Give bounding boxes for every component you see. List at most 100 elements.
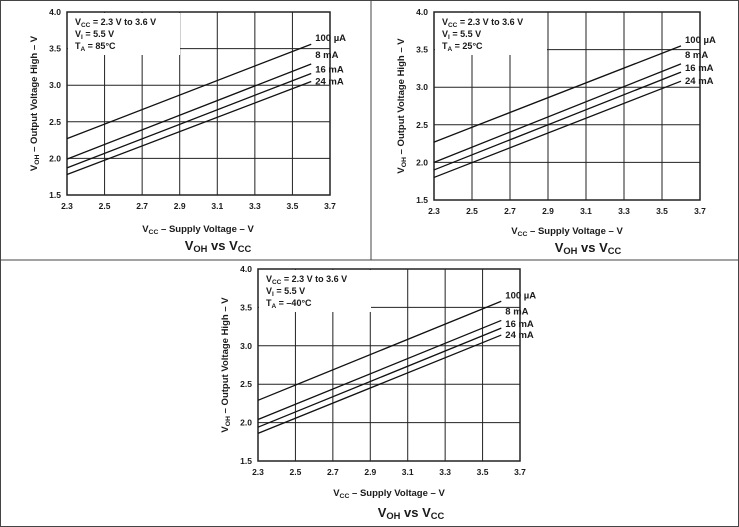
condition-label: TA = 85°C	[75, 41, 116, 53]
x-tick-label: 3.5	[287, 201, 299, 211]
x-axis-label-part: – Supply Voltage – V	[527, 226, 623, 237]
series-line	[433, 80, 682, 179]
x-tick-label: 2.3	[61, 201, 73, 211]
condition-label-part: V	[442, 29, 448, 39]
chart-1: 2.3 2.5 2.7 2.9 3.1 3.3 3.5 3.7 1.5 2.0 2.5 3.0 3.5 4…	[29, 7, 346, 254]
chart-title-part: V	[555, 240, 564, 255]
x-tick-label: 3.5	[656, 206, 668, 216]
condition-label-subscript: A	[81, 46, 86, 53]
chart-title-part: V	[185, 238, 194, 253]
series-line	[257, 319, 502, 421]
x-tick-label: 2.9	[542, 206, 554, 216]
series-label: 8 mA	[685, 50, 708, 61]
condition-label: TA = –40°C	[266, 298, 312, 310]
condition-label-part: T	[75, 41, 81, 51]
y-tick-label: 3.0	[416, 82, 428, 92]
y-tick-label: 2.5	[49, 117, 61, 127]
x-tick-label: 3.7	[514, 467, 526, 477]
condition-label: VI = 5.5 V	[442, 29, 481, 41]
condition-label-subscript: I	[448, 34, 450, 41]
condition-label-part: V	[266, 274, 272, 284]
series-label: 100 µA	[505, 290, 536, 301]
chart-title: VOH vs VCC	[185, 238, 252, 254]
y-tick-label: 4.0	[240, 264, 252, 274]
x-axis-label-subscript: CC	[518, 231, 528, 238]
x-tick-label: 2.5	[99, 201, 111, 211]
condition-label-part: = 2.3 V to 3.6 V	[90, 17, 156, 27]
y-axis-label-part: – Output Voltage High – V	[29, 35, 40, 154]
x-tick-label: 2.7	[504, 206, 516, 216]
y-axis-label: VOH – Output Voltage High – V	[29, 35, 41, 171]
series-line	[433, 63, 682, 164]
chart-title-part: vs V	[207, 238, 238, 253]
series-line	[66, 43, 312, 140]
y-tick-label: 2.0	[240, 418, 252, 428]
x-axis-label: VCC – Supply Voltage – V	[511, 226, 623, 238]
x-axis-label-part: – Supply Voltage – V	[349, 488, 445, 499]
condition-label-part: V	[75, 17, 81, 27]
condition-label-part: = 85°C	[85, 41, 116, 51]
x-tick-label: 3.3	[249, 201, 261, 211]
chart-title-subscript: CC	[608, 246, 622, 256]
series-line	[433, 45, 682, 143]
x-tick-label: 2.9	[364, 467, 376, 477]
y-axis-label-subscript: OH	[225, 416, 232, 426]
x-tick-label: 3.5	[477, 467, 489, 477]
series-line	[66, 80, 312, 176]
y-tick-label: 3.5	[240, 302, 252, 312]
condition-label-subscript: CC	[81, 22, 91, 29]
series-label: 16 mA	[685, 63, 714, 74]
x-axis-label: VCC – Supply Voltage – V	[142, 224, 254, 236]
chart-title-subscript: OH	[193, 244, 207, 254]
y-tick-label: 4.0	[49, 7, 61, 17]
plot-area	[433, 11, 701, 201]
condition-label: VI = 5.5 V	[266, 286, 305, 298]
x-axis-label-part: V	[142, 224, 149, 235]
y-tick-label: 3.5	[49, 44, 61, 54]
y-tick-label: 1.5	[416, 195, 428, 205]
x-axis-label-subscript: CC	[149, 229, 159, 236]
x-tick-label: 2.7	[327, 467, 339, 477]
x-tick-label: 3.1	[211, 201, 223, 211]
condition-label: VCC = 2.3 V to 3.6 V	[266, 274, 347, 286]
chart-title: VOH vs VCC	[378, 505, 445, 521]
x-tick-label: 2.5	[466, 206, 478, 216]
condition-label-part: V	[442, 17, 448, 27]
y-axis-label-part: V	[220, 426, 231, 433]
condition-label-part: = 2.3 V to 3.6 V	[281, 274, 347, 284]
series-label: 8 mA	[315, 50, 338, 61]
y-tick-label: 2.5	[240, 379, 252, 389]
series-line	[66, 72, 312, 169]
condition-label-subscript: CC	[272, 279, 282, 286]
condition-label-subscript: A	[272, 303, 277, 310]
x-tick-label: 3.3	[439, 467, 451, 477]
y-tick-label: 2.0	[49, 153, 61, 163]
x-tick-label: 3.1	[580, 206, 592, 216]
chart-title: VOH vs VCC	[555, 240, 622, 256]
condition-label-part: V	[266, 286, 272, 296]
y-tick-label: 3.0	[49, 80, 61, 90]
chart-title-subscript: CC	[238, 244, 252, 254]
series-line	[66, 63, 312, 160]
condition-label-subscript: CC	[448, 22, 458, 29]
condition-label-subscript: I	[272, 291, 274, 298]
x-axis-label-part: V	[511, 226, 518, 237]
series-label: 100 µA	[315, 33, 346, 44]
chart-title-subscript: OH	[563, 246, 577, 256]
y-tick-label: 4.0	[416, 7, 428, 17]
condition-label-part: V	[75, 29, 81, 39]
condition-label-part: T	[266, 298, 272, 308]
chart-title-subscript: CC	[431, 511, 445, 521]
series-label: 24 mA	[315, 77, 344, 88]
y-axis-label-part: V	[396, 167, 407, 174]
chart-title-subscript: OH	[386, 511, 400, 521]
y-axis-label-part: – Output Voltage High – V	[220, 297, 231, 416]
y-axis-label-part: – Output Voltage High – V	[396, 38, 407, 157]
y-axis-label-part: V	[29, 164, 40, 171]
condition-label: VCC = 2.3 V to 3.6 V	[442, 17, 523, 29]
series-label: 24 mA	[505, 330, 534, 341]
series-line	[433, 71, 682, 171]
y-axis-label-subscript: OH	[401, 157, 408, 167]
x-axis-label-part: – Supply Voltage – V	[158, 224, 254, 235]
